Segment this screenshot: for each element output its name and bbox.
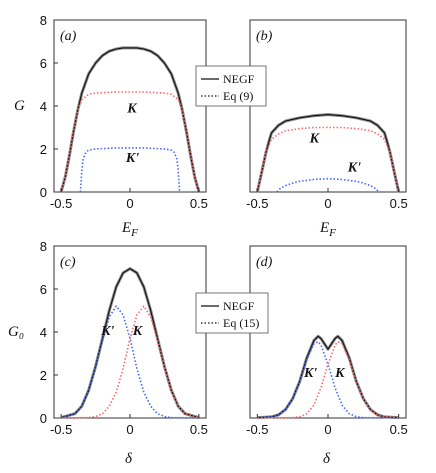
legend-top-entry-2: Eq (9) [223,89,253,103]
panel-d-xtick-label-0: -0.5 [246,422,268,437]
panel-d-curve-labels: K' K [303,366,346,381]
panel-b-curve-label-0: K [309,132,321,147]
panel-c-label: (c) [60,255,76,270]
panel-c-xlabel: δ [125,451,133,467]
panel-b-xtick-label-1: 0 [324,196,331,211]
panel-a-ytick-label-4: 8 [40,13,47,28]
panel-c-xtick-label-0: -0.5 [50,422,72,437]
panel-c-ytick-label-2: 4 [40,325,47,340]
panel-c-curve-label-1: K [132,324,144,339]
panel-a-ylabel: G [14,98,25,114]
panel-c-frame [53,245,207,419]
panel-a-curve-labels: K K' [125,101,139,165]
panel-c-ytick-label-1: 2 [40,368,47,383]
panel-d-curve-label-1: K [334,366,346,381]
panel-b-series-1 [256,126,400,193]
panel-a-curve-label-1: K' [125,151,139,166]
panel-b-curve-labels: K K' [309,132,361,176]
panel-a-label: (a) [60,29,77,44]
panel-a-series [59,46,201,193]
panel-b-xlabel: EF [319,220,336,239]
panel-b-series-2 [276,177,380,193]
panel-c-ytick-label-3: 6 [40,282,47,297]
panel-b: -0.5 0 0.5 (b) EF K K' [246,19,408,239]
panel-d-series [257,334,399,420]
panel-c-xtick-label-1: 0 [126,422,133,437]
panel-c-ytick-label-0: 0 [40,411,47,426]
panel-d-series-0 [257,335,399,419]
panel-d-xlabel: δ [323,451,331,467]
panel-c-series-1 [60,305,199,419]
legend-top: NEGF Eq (9) [195,65,267,107]
panel-a-xtick-label-2: 0.5 [190,196,208,211]
legend-bottom-entry-2: Eq (15) [223,316,259,330]
panel-d-xtick-label-2: 0.5 [390,422,408,437]
legend-top-entry-1: NEGF [223,72,255,86]
legend-top-box [195,65,267,107]
panel-d-frame [249,245,407,419]
panel-c-ytick-label-4: 8 [40,239,47,254]
panel-d-label: (d) [256,255,273,270]
panel-d-xtick-label-1: 0 [324,422,331,437]
panel-a-ytick-label-1: 2 [40,142,47,157]
panel-c-series [60,267,200,420]
panel-a-ytick-label-2: 4 [40,99,47,114]
panel-a-series-2 [79,147,181,193]
panel-a-ytick-label-0: 0 [40,185,47,200]
panel-a-curve-label-0: K [126,101,138,116]
panel-c-series-2 [61,305,200,419]
panel-b-series [255,113,401,193]
legend-bottom-entry-1: NEGF [223,299,255,313]
panel-b-xtick-label-0: -0.5 [246,196,268,211]
legend-bottom-box [195,292,269,334]
panel-b-series-0-halo [255,113,401,193]
panel-b-ticks: -0.5 0 0.5 [246,188,408,211]
panel-d-ticks: -0.5 0 0.5 [246,414,408,437]
panel-b-xtick-label-2: 0.5 [390,196,408,211]
panel-d: -0.5 0 0.5 (d) δ K' K [246,245,408,467]
panel-c-curve-label-0: K' [100,324,114,339]
panel-d-series-1 [257,340,399,419]
panel-c-ylabel: G₀ [8,324,24,340]
panel-b-label: (b) [256,29,273,44]
panel-a-xtick-label-1: 0 [126,196,133,211]
panel-b-series-0 [256,114,400,193]
panel-d-series-2 [257,340,399,419]
panel-a-ytick-label-3: 6 [40,56,47,71]
panel-a-series-1 [60,91,200,193]
panel-c-curve-labels: K' K [100,324,144,339]
panel-d-curve-label-0: K' [303,366,317,381]
panel-c-series-0 [60,268,200,419]
panel-a-xtick-label-0: -0.5 [50,196,72,211]
panel-b-curve-label-1: K' [347,161,361,176]
panel-a-xlabel: EF [121,220,138,239]
panel-c-series-0-halo [60,267,200,420]
panel-c-xtick-label-2: 0.5 [190,422,208,437]
panel-b-frame [249,19,407,193]
legend-bottom: NEGF Eq (15) [195,292,269,334]
